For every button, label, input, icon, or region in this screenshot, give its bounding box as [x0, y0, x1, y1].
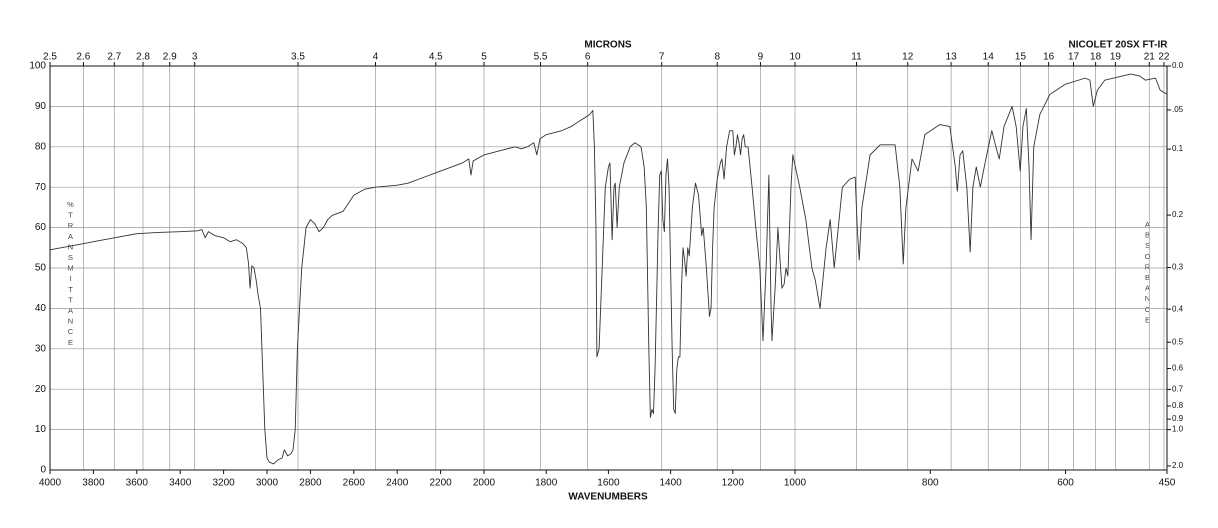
x2-tick-label: 7 [659, 52, 665, 63]
x2-tick-label: 15 [1015, 52, 1027, 63]
x-tick-label: 3200 [212, 478, 235, 489]
y2-tick-label: 2.0 [1172, 461, 1184, 470]
x-tick-label: 450 [1159, 478, 1176, 489]
x-tick-label: 3400 [169, 478, 192, 489]
x-tick-label: 4000 [39, 478, 62, 489]
x-tick-label: 800 [922, 478, 939, 489]
x-tick-label: 1800 [535, 478, 558, 489]
y2-tick-label: 0.5 [1172, 337, 1184, 346]
x2-tick-label: 2.7 [107, 52, 121, 63]
x2-tick-label: 18 [1090, 52, 1102, 63]
y2-tick-label: 0.7 [1172, 385, 1184, 394]
x-tick-label: 1400 [659, 478, 682, 489]
y-tick-label: 50 [35, 263, 47, 274]
x2-tick-label: 2.6 [76, 52, 90, 63]
x2-tick-label: 19 [1110, 52, 1122, 63]
y-tick-label: 0 [40, 465, 46, 476]
x-tick-label: 1000 [784, 478, 807, 489]
x2-tick-label: 13 [946, 52, 958, 63]
x2-tick-label: 6 [585, 52, 591, 63]
y2-tick-label: 0.6 [1172, 364, 1184, 373]
y-tick-label: 20 [35, 384, 47, 395]
y2-tick-label: 0.0 [1172, 61, 1184, 70]
x-tick-label: 2200 [429, 478, 452, 489]
x2-tick-label: 22 [1158, 52, 1170, 63]
y-tick-label: 40 [35, 303, 47, 314]
x2-tick-label: 9 [758, 52, 764, 63]
x2-tick-label: 5 [481, 52, 487, 63]
x2-tick-label: 11 [851, 52, 862, 63]
x-tick-label: 3800 [82, 478, 105, 489]
y2-tick-label: 0.9 [1172, 414, 1184, 423]
plot-frame [49, 65, 1168, 471]
x2-tick-label: 4 [373, 52, 379, 63]
x2-tick-label: 8 [714, 52, 720, 63]
x2-tick-label: 12 [902, 52, 914, 63]
x-tick-label: 1600 [597, 478, 620, 489]
y-tick-label: 70 [35, 182, 47, 193]
x-tick-label: 2000 [473, 478, 496, 489]
x2-tick-label: 5.5 [534, 52, 548, 63]
y2-tick-label: 0.8 [1172, 401, 1184, 410]
x2-tick-label: 14 [983, 52, 995, 63]
y2-tick-label: 0.2 [1172, 210, 1184, 219]
y-tick-label: 90 [35, 101, 47, 112]
instrument-label: NICOLET 20SX FT-IR [1069, 40, 1169, 51]
x2-tick-label: 2.8 [136, 52, 150, 63]
x-axis-title: WAVENUMBERS [568, 492, 648, 503]
x2-tick-label: 2.5 [43, 52, 57, 63]
y-tick-label: 60 [35, 222, 47, 233]
x2-tick-label: 10 [789, 52, 801, 63]
x2-tick-label: 17 [1068, 52, 1080, 63]
y2-tick-label: 0.1 [1172, 144, 1184, 153]
y-axis-title: %TRANSMITTANCE [66, 200, 75, 348]
y2-tick-label: 1.0 [1172, 425, 1184, 434]
x-tick-label: 1200 [722, 478, 745, 489]
x-tick-label: 2400 [386, 478, 409, 489]
y-tick-label: 10 [35, 424, 47, 435]
x2-tick-label: 4.5 [429, 52, 443, 63]
x2-tick-label: 3.5 [291, 52, 305, 63]
y2-tick-label: .05 [1172, 105, 1184, 114]
x-tick-label: 3000 [256, 478, 279, 489]
y-tick-label: 30 [35, 343, 47, 354]
top-axis-title: MICRONS [584, 40, 632, 51]
y-tick-label: 80 [35, 141, 47, 152]
x2-tick-label: 21 [1144, 52, 1156, 63]
y2-tick-label: 0.4 [1172, 304, 1184, 313]
x-tick-label: 3600 [126, 478, 149, 489]
x-tick-label: 2800 [299, 478, 322, 489]
y2-tick-label: 0.3 [1172, 263, 1184, 272]
x2-tick-label: 16 [1043, 52, 1055, 63]
x-tick-label: 600 [1057, 478, 1074, 489]
x2-tick-label: 3 [192, 52, 198, 63]
spectrum-line [49, 73, 1168, 465]
x2-tick-label: 2.9 [163, 52, 177, 63]
x-tick-label: 2600 [343, 478, 366, 489]
y2-axis-title: ABSORBANCE [1143, 220, 1152, 326]
y-tick-label: 100 [29, 61, 46, 72]
